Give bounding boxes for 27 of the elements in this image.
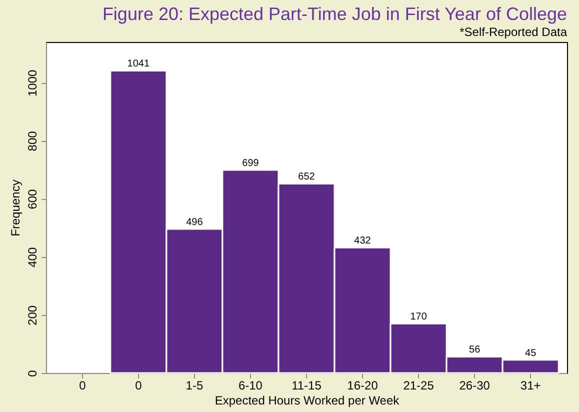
x-tick-label: 6-10 xyxy=(238,378,263,392)
y-tick-label: 800 xyxy=(26,130,40,152)
y-tick-label: 400 xyxy=(26,247,40,268)
data-label: 652 xyxy=(298,172,316,183)
y-axis-title: Frequency xyxy=(8,180,22,236)
data-label: 170 xyxy=(410,312,428,323)
x-tick-label: 1-5 xyxy=(186,378,204,392)
y-tick-label: 200 xyxy=(26,305,40,326)
data-label: 1041 xyxy=(127,58,150,70)
data-label: 496 xyxy=(186,216,204,228)
x-tick-label: 16-20 xyxy=(347,378,378,392)
data-label: 56 xyxy=(469,344,481,356)
data-label: 699 xyxy=(242,158,260,170)
x-tick-label: 21-25 xyxy=(403,378,434,392)
x-tick-label: 11-15 xyxy=(292,378,322,392)
x-tick-label: 31+ xyxy=(520,378,541,392)
x-axis-title: Expected Hours Worked per Week xyxy=(214,394,400,408)
y-tick-label: 0 xyxy=(26,370,40,377)
y-tick-label: 600 xyxy=(26,188,40,210)
chart-subtitle: *Self-Reported Data xyxy=(460,25,568,39)
chart-title: Figure 20: Expected Part-Time Job in First Year of College xyxy=(102,4,567,24)
y-tick-label: 1000 xyxy=(26,69,40,96)
x-tick-label: 0 xyxy=(135,378,142,392)
data-label: 45 xyxy=(525,348,537,359)
x-tick-label: 26-30 xyxy=(459,378,490,392)
x-tick-label: 0 xyxy=(79,378,86,392)
data-label: 432 xyxy=(354,236,372,247)
